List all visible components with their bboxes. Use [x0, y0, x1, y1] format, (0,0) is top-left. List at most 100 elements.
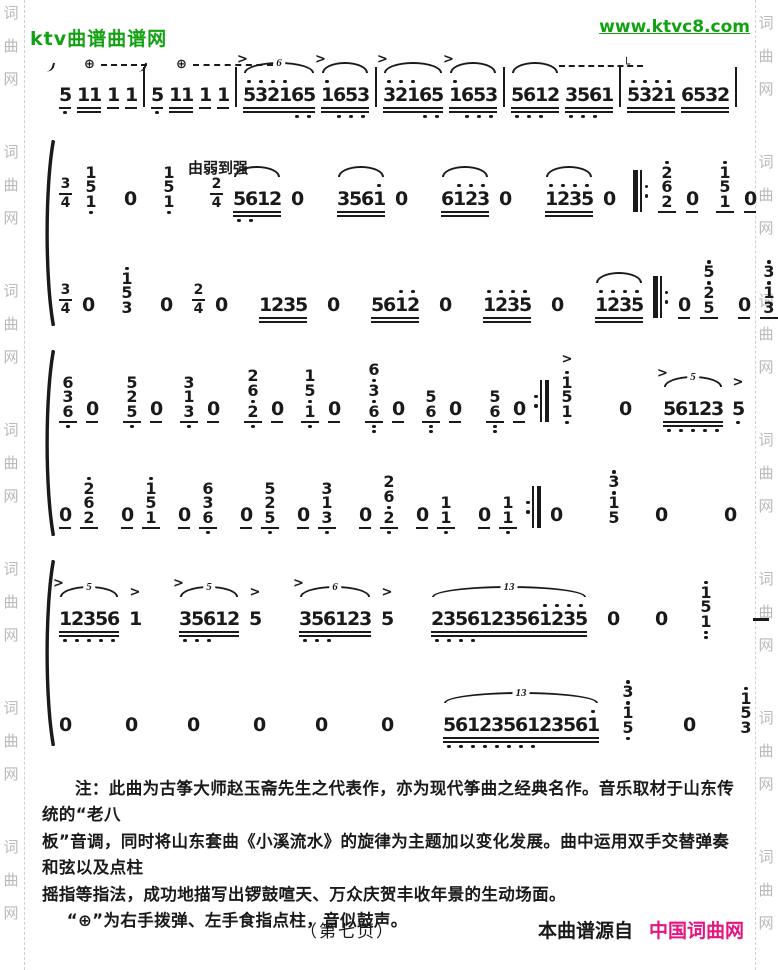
note-digit: 6 — [515, 714, 529, 736]
chord-digit: 1 — [183, 387, 195, 406]
digit-row: 0 — [683, 715, 696, 735]
note-digit: 5 — [249, 608, 263, 630]
element — [544, 380, 549, 422]
chord-digit: 3 — [121, 297, 133, 317]
dot-slot — [455, 637, 467, 642]
note-digit: 2 — [71, 608, 85, 630]
beam-zone — [449, 419, 461, 434]
digit-row: 0 — [551, 295, 564, 315]
chord-digit: 5 — [608, 507, 620, 527]
high-octave-dot-row — [483, 288, 531, 295]
beam-zone — [107, 105, 119, 120]
note-digit: 2 — [495, 294, 509, 316]
beam-line — [380, 527, 398, 529]
beam-line — [77, 111, 101, 113]
chord-digit: 5 — [145, 493, 157, 512]
dot-slot — [491, 743, 503, 748]
digit-row: 0 — [381, 715, 394, 735]
side-watermark-char: 曲 — [3, 873, 19, 889]
dot-slot — [395, 78, 407, 85]
beam-line — [179, 635, 239, 637]
low-octave-dot-row — [565, 113, 613, 118]
octave-dot-icon — [63, 110, 67, 114]
rest-note: 0 — [478, 498, 491, 540]
dot-slot — [503, 743, 515, 748]
dynamics-label: 由弱到强 — [188, 159, 248, 224]
note-digit: 2 — [269, 188, 283, 210]
watermark-url-link[interactable]: www.ktvc8.com — [599, 17, 750, 37]
dot-slot — [491, 637, 503, 642]
tuplet-number: 5 — [687, 372, 699, 383]
footer: （第七页） 本曲谱源自 中国词曲网 — [0, 916, 778, 943]
dot-slot — [407, 78, 419, 85]
beam-line — [483, 321, 531, 323]
repeat-dots — [664, 276, 668, 318]
digit-row: 0 — [607, 609, 620, 629]
note-digit: 6 — [107, 608, 121, 630]
beam-line — [371, 321, 419, 323]
low-octave-dot-row — [321, 113, 369, 118]
octave-dot-icon — [444, 530, 448, 534]
octave-dot-icon — [125, 266, 129, 270]
octave-dot-icon — [593, 114, 597, 118]
note-digit: 6 — [419, 84, 433, 106]
source-site-link[interactable]: 中国词曲网 — [648, 920, 744, 942]
digit-row: 0 — [395, 189, 408, 209]
dot-slot — [607, 288, 619, 295]
note-digit: 6 — [523, 84, 537, 106]
note-digit: 1 — [407, 84, 421, 106]
dot-slot — [395, 113, 407, 118]
beam-line — [243, 111, 315, 113]
octave-dot-icon — [707, 260, 711, 264]
low-octave-dot-row — [160, 209, 178, 214]
beam-line — [299, 635, 371, 637]
note-digit: 2 — [539, 714, 553, 736]
beam-line — [107, 107, 119, 109]
chord-digit: 6 — [489, 401, 501, 421]
beam-line — [299, 631, 371, 633]
left-dashed-border — [24, 0, 25, 970]
note-digit: 1 — [181, 84, 195, 106]
beam-line — [321, 111, 369, 113]
beam-zone — [383, 105, 443, 120]
beam-line — [259, 317, 307, 319]
octave-dot-icon — [612, 470, 616, 474]
note-digit: 2 — [699, 398, 713, 420]
chord-digit: 5 — [264, 507, 276, 527]
side-watermark-char: 网 — [3, 489, 19, 505]
dot-slot — [619, 288, 631, 295]
octave-dot-icon — [534, 394, 538, 398]
note-digit: 2 — [271, 294, 285, 316]
beam-zone — [395, 209, 407, 224]
note-digit: 1 — [199, 84, 213, 106]
beam-zone — [261, 525, 279, 540]
low-octave-dot-row — [301, 423, 319, 428]
low-octave-dot-row — [732, 419, 744, 424]
rest-note: 0 — [150, 392, 163, 434]
time-sig-line — [210, 192, 223, 195]
octave-dot-icon — [303, 638, 307, 642]
beam-zone — [607, 629, 619, 644]
beam-zone — [359, 525, 371, 540]
side-watermark-char: 词 — [3, 423, 19, 439]
beam-line — [179, 631, 239, 633]
beam-zone — [422, 419, 440, 434]
beam-line — [392, 421, 404, 423]
digit-row: 0 — [125, 715, 138, 735]
side-watermark-char: 网 — [758, 638, 774, 654]
watermark-ktv-site[interactable]: ktv曲谱曲谱网 — [30, 28, 168, 50]
octave-dot-icon — [527, 114, 531, 118]
digit-row: 0 — [478, 505, 491, 525]
chord-digit: 5 — [719, 177, 731, 196]
note-digit: 5 — [151, 84, 165, 106]
low-octave-dot-row — [59, 637, 119, 642]
dot-slot — [539, 743, 551, 748]
rest-note: 0 — [683, 708, 696, 750]
repeat-end-barline — [534, 380, 549, 422]
